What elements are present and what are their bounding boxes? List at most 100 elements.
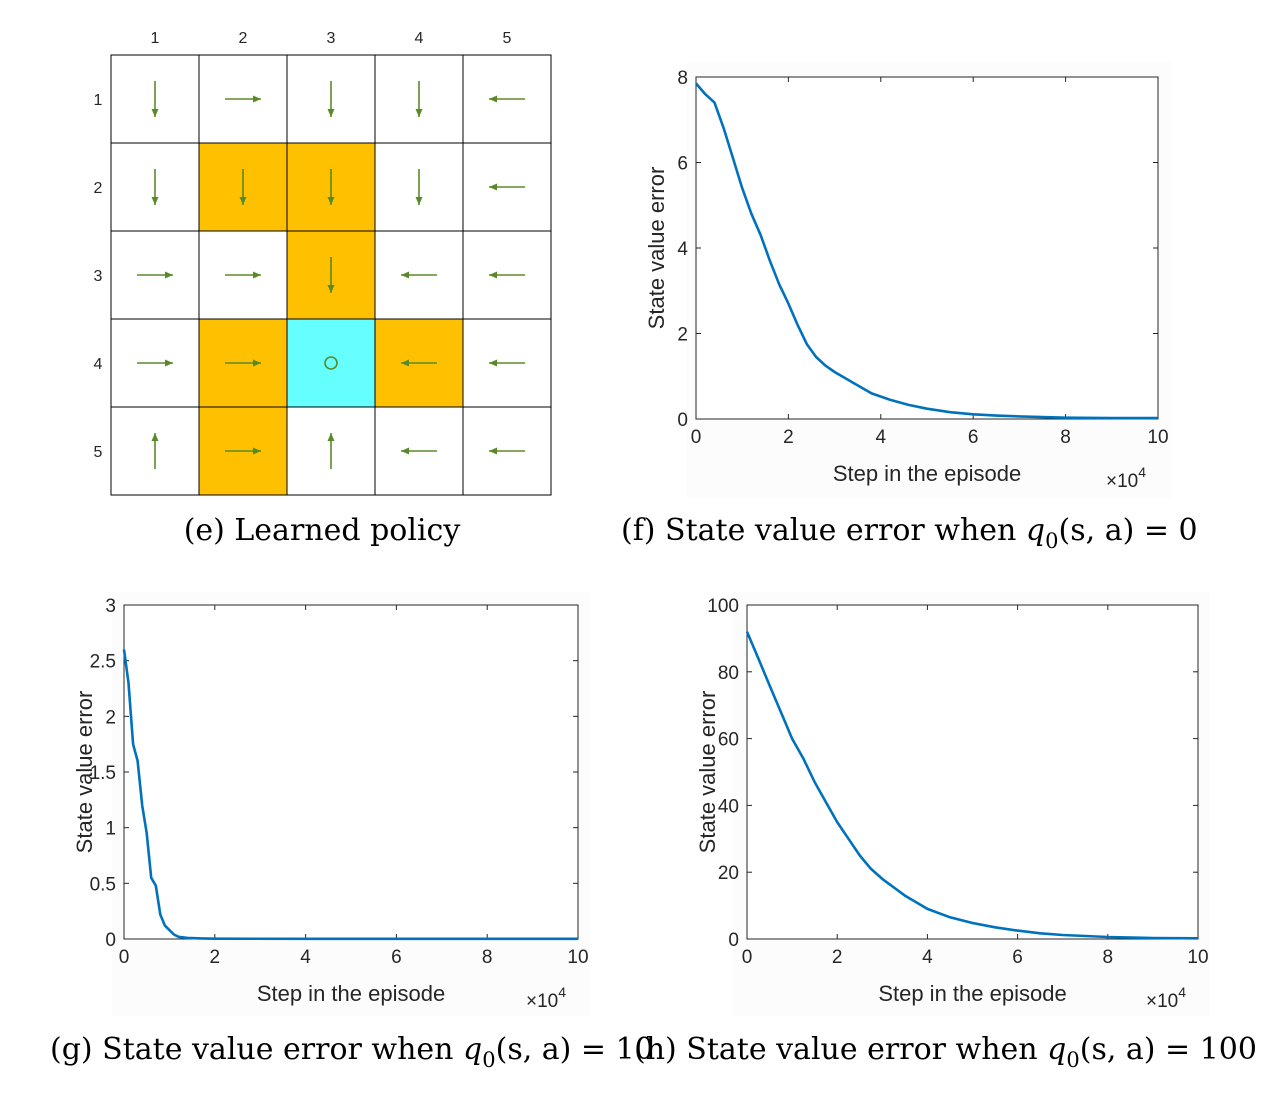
x-tick-label: 2 bbox=[210, 947, 221, 968]
arrow-head bbox=[253, 271, 261, 279]
x-tick-label: 2 bbox=[832, 947, 843, 968]
arrow-head bbox=[401, 447, 409, 455]
arrow-head bbox=[253, 95, 261, 103]
series-line bbox=[695, 82, 1158, 420]
col-label: 5 bbox=[503, 30, 512, 47]
x-tick-label: 8 bbox=[482, 947, 493, 968]
y-tick-label: 2.5 bbox=[90, 652, 116, 673]
y-tick-label: 3 bbox=[105, 596, 116, 617]
y-tick-label: 2 bbox=[105, 707, 116, 728]
x-tick-label: 10 bbox=[1187, 947, 1208, 968]
arrow-down-icon bbox=[327, 257, 335, 293]
arrow-head bbox=[415, 109, 423, 117]
y-tick-label: 0 bbox=[105, 930, 116, 951]
y-axis-label: State value error bbox=[695, 691, 720, 854]
caption-f: (f) State value error when q0(s, a) = 0 bbox=[621, 513, 1198, 553]
x-multiplier-label: ×104 bbox=[1106, 464, 1146, 492]
y-tick-label: 20 bbox=[718, 863, 739, 884]
grid-cell-r5c3 bbox=[286, 406, 376, 496]
arrow-head bbox=[415, 197, 423, 205]
y-tick-label: 0.5 bbox=[90, 874, 116, 895]
arrow-left-icon bbox=[489, 447, 525, 455]
arrow-up-icon bbox=[151, 433, 159, 469]
arrow-head bbox=[401, 359, 409, 367]
x-tick-label: 6 bbox=[1012, 947, 1023, 968]
x-axis-label: Step in the episode bbox=[257, 981, 445, 1006]
col-label: 2 bbox=[239, 30, 248, 47]
arrow-down-icon bbox=[239, 169, 247, 205]
arrow-head bbox=[151, 433, 159, 441]
arrow-left-icon bbox=[489, 271, 525, 279]
y-tick-label: 60 bbox=[718, 730, 739, 751]
arrow-head bbox=[489, 359, 497, 367]
y-tick-label: 6 bbox=[677, 154, 688, 175]
grid-cell-r4c3 bbox=[286, 318, 376, 408]
arrow-left-icon bbox=[401, 271, 437, 279]
arrow-right-icon bbox=[225, 95, 261, 103]
row-label: 1 bbox=[94, 92, 103, 109]
arrow-head bbox=[327, 109, 335, 117]
arrow-head bbox=[489, 183, 497, 191]
x-tick-label: 0 bbox=[119, 947, 130, 968]
col-label: 3 bbox=[327, 30, 336, 47]
x-tick-label: 6 bbox=[968, 427, 979, 448]
arrow-head bbox=[327, 433, 335, 441]
caption-h: (h) State value error when q0(s, a) = 10… bbox=[634, 1032, 1257, 1072]
arrow-left-icon bbox=[489, 359, 525, 367]
plot-area bbox=[123, 604, 579, 940]
x-tick-label: 4 bbox=[300, 947, 311, 968]
arrow-down-icon bbox=[151, 81, 159, 117]
arrow-head bbox=[239, 197, 247, 205]
x-tick-label: 8 bbox=[1103, 947, 1114, 968]
arrow-head bbox=[253, 359, 261, 367]
grid-world-policy: 1 2 3 4 5 1 2 3 4 5 bbox=[94, 30, 552, 496]
y-axis-label: State value error bbox=[72, 691, 97, 854]
x-tick-label: 0 bbox=[742, 947, 753, 968]
arrow-head bbox=[489, 271, 497, 279]
x-tick-label: 0 bbox=[691, 427, 702, 448]
arrow-down-icon bbox=[327, 81, 335, 117]
arrow-down-icon bbox=[415, 169, 423, 205]
arrow-down-icon bbox=[415, 81, 423, 117]
arrow-head bbox=[165, 359, 173, 367]
x-tick-label: 8 bbox=[1060, 427, 1071, 448]
y-tick-label: 1 bbox=[105, 819, 116, 840]
row-label: 3 bbox=[94, 268, 103, 285]
caption-g: (g) State value error when q0(s, a) = 10 bbox=[50, 1032, 654, 1072]
x-tick-label: 4 bbox=[876, 427, 887, 448]
grid-cell-r2c3 bbox=[286, 142, 376, 232]
arrow-head bbox=[327, 285, 335, 293]
arrow-head bbox=[489, 95, 497, 103]
arrow-head bbox=[327, 197, 335, 205]
x-axis-label: Step in the episode bbox=[878, 981, 1066, 1006]
grid-cell-r3c4 bbox=[374, 230, 464, 320]
arrow-head bbox=[253, 447, 261, 455]
y-axis-label: State value error bbox=[644, 167, 669, 330]
arrow-head bbox=[165, 271, 173, 279]
row-label: 4 bbox=[94, 356, 103, 373]
arrow-left-icon bbox=[401, 447, 437, 455]
arrow-down-icon bbox=[327, 169, 335, 205]
y-tick-label: 80 bbox=[718, 663, 739, 684]
arrow-right-icon bbox=[225, 359, 261, 367]
series-line bbox=[745, 631, 1199, 940]
arrow-right-icon bbox=[225, 271, 261, 279]
arrow-left-icon bbox=[401, 359, 437, 367]
chart-g: 0 2 4 6 8 10 0 0.5 1 1.5 2 2.5 3 Step in the episode S… bbox=[72, 592, 590, 1016]
y-tick-label: 8 bbox=[677, 68, 688, 89]
x-tick-label: 10 bbox=[1147, 427, 1168, 448]
row-label: 5 bbox=[94, 444, 103, 461]
chart-f: 0 2 4 6 8 10 0 2 4 6 8 Step in the episode State val… bbox=[644, 62, 1172, 498]
col-label: 4 bbox=[415, 30, 424, 47]
y-tick-label: 40 bbox=[718, 796, 739, 817]
series-line bbox=[122, 649, 578, 941]
arrow-down-icon bbox=[151, 169, 159, 205]
caption-e: (e) Learned policy bbox=[184, 513, 461, 548]
row-label: 2 bbox=[94, 180, 103, 197]
x-tick-label: 4 bbox=[922, 947, 933, 968]
y-tick-label: 4 bbox=[677, 239, 688, 260]
y-tick-label: 0 bbox=[728, 930, 739, 951]
x-axis-label: Step in the episode bbox=[833, 461, 1021, 486]
